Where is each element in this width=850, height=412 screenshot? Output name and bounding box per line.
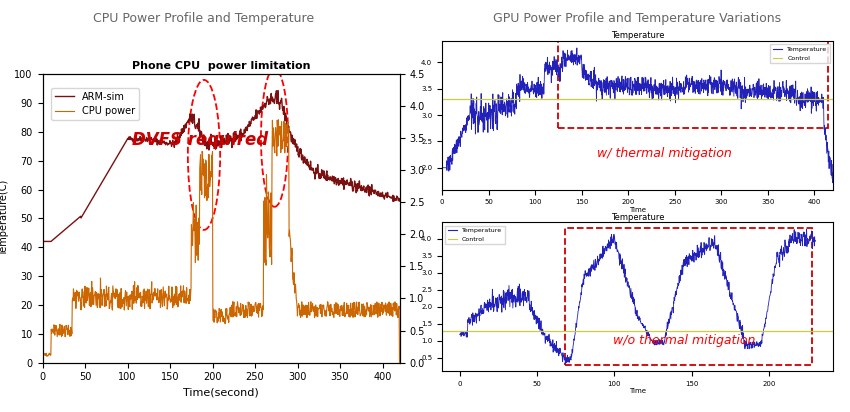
Y-axis label: Temperature(C): Temperature(C) [0, 180, 8, 257]
CPU power [346, 313, 356, 318]
Text: w/ thermal mitigation: w/ thermal mitigation [598, 147, 732, 160]
Title: Temperature: Temperature [611, 31, 664, 40]
Legend: Temperature, Control: Temperature, Control [445, 226, 505, 244]
Title: Phone CPU  power limitation: Phone CPU power limitation [132, 61, 310, 70]
CPU power [307, 308, 317, 313]
X-axis label: Time: Time [629, 207, 646, 213]
ARM-sim [37, 239, 48, 244]
ARM-sim [346, 180, 356, 185]
Legend: Temperature, Control: Temperature, Control [770, 44, 830, 63]
ARM-sim [190, 124, 200, 129]
ARM-sim [292, 149, 302, 154]
CPU power [274, 117, 284, 122]
Text: DVFS required: DVFS required [132, 131, 268, 150]
ARM-sim [307, 165, 317, 170]
CPU power [37, 353, 48, 358]
CPU power [292, 304, 302, 309]
Bar [558, 41, 829, 128]
Title: Temperature: Temperature [611, 213, 664, 222]
Text: CPU Power Profile and Temperature: CPU Power Profile and Temperature [94, 12, 314, 26]
Line: CPU power: CPU power [42, 120, 400, 363]
Text: w/o thermal mitigation: w/o thermal mitigation [613, 334, 756, 347]
X-axis label: Time(second): Time(second) [183, 388, 259, 398]
X-axis label: Time: Time [629, 388, 646, 394]
CPU power [190, 234, 200, 239]
ARM-sim [273, 88, 283, 93]
ARM-sim [394, 199, 405, 204]
ARM-sim [76, 215, 87, 220]
Line: ARM-sim: ARM-sim [42, 91, 400, 241]
CPU power [76, 295, 87, 300]
Bar [565, 228, 812, 365]
ARM-sim [130, 138, 140, 143]
Legend: ARM-sim, CPU power: ARM-sim, CPU power [51, 88, 139, 120]
CPU power [394, 360, 405, 365]
CPU power [130, 298, 140, 303]
Text: GPU Power Profile and Temperature Variations: GPU Power Profile and Temperature Variat… [494, 12, 781, 26]
